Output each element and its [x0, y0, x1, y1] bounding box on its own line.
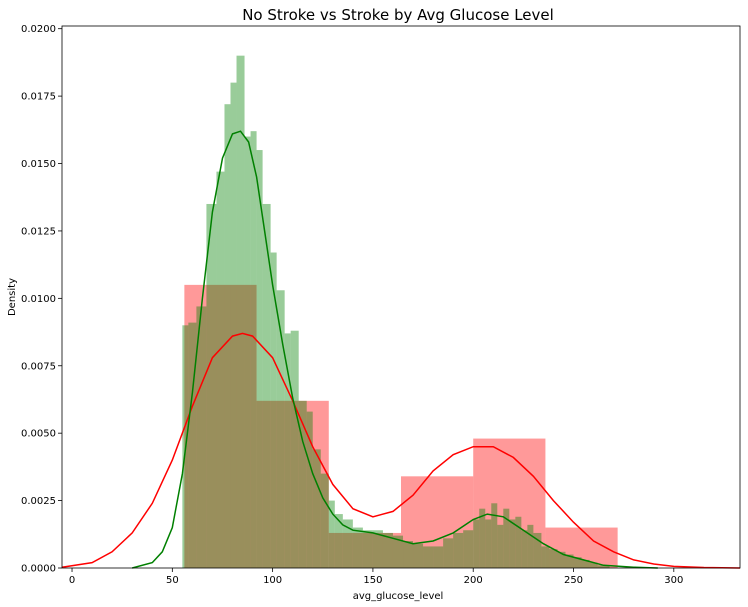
series-1-bar-24	[362, 530, 373, 568]
series-1-kde-line	[132, 130, 658, 569]
x-tick-label-4: 200	[464, 575, 483, 586]
series-0-bar-2	[328, 532, 401, 568]
x-tick-label-3: 150	[363, 575, 382, 586]
series-1-bar-28	[403, 541, 414, 568]
series-1-bar-33	[453, 532, 464, 568]
series-1-bar-46	[541, 546, 550, 568]
series-1-bar-7	[236, 55, 245, 569]
series-1-bar-6	[230, 82, 237, 569]
series-1-bar-50	[573, 557, 582, 568]
x-tick-label-1: 50	[166, 575, 179, 586]
series-1-bar-51	[581, 559, 590, 568]
x-axis-label: avg_glucose_level	[353, 591, 444, 602]
series-1-bar-22	[342, 519, 353, 568]
series-1-bar-38	[491, 503, 498, 568]
series-1-bar-40	[503, 508, 510, 568]
series-1-bar-34	[463, 530, 474, 568]
series-1-bar-12	[270, 252, 277, 569]
series-1-bar-37	[485, 519, 492, 568]
series-1-bar-2	[196, 306, 207, 568]
plot-border	[61, 25, 741, 569]
series-1-bar-48	[557, 551, 566, 568]
series-1-bar-18	[312, 449, 321, 568]
kde-lines	[61, 130, 741, 569]
series-1-bar-14	[284, 333, 291, 568]
y-tick-label-0: 0.0000	[21, 564, 56, 575]
y-tick-label-3: 0.0075	[21, 361, 56, 372]
series-1-bar-3	[206, 203, 217, 568]
series-1-bar-49	[565, 554, 574, 568]
series-1-bar-8	[244, 136, 251, 568]
series-1-bar-43	[521, 530, 528, 568]
series-1-bar-11	[262, 203, 271, 568]
series-1-bar-52	[589, 562, 598, 568]
y-axis-label: Density	[7, 278, 18, 316]
series-1-bar-26	[382, 532, 393, 568]
series-1-bar-30	[423, 546, 434, 568]
series-1-bar-53	[597, 565, 610, 568]
series-1-bar-44	[527, 524, 534, 568]
series-1-bar-17	[306, 411, 313, 568]
series-0-kde-line	[61, 332, 741, 569]
plot-frame	[61, 25, 741, 569]
series-1-bar-5	[224, 104, 231, 568]
y-tick-label-4: 0.0100	[21, 294, 56, 305]
y-tick-label-8: 0.0200	[21, 24, 56, 35]
series-1-bar-42	[515, 516, 522, 568]
series-1-bar-47	[549, 549, 558, 568]
series-1-bar-29	[413, 543, 424, 568]
x-tick-label-0: 0	[69, 575, 75, 586]
series-1-bar-45	[533, 532, 542, 568]
series-1-bar-13	[276, 290, 285, 568]
series-1-bar-27	[392, 535, 404, 568]
series-1-bar-39	[497, 524, 504, 568]
y-tick-label-6: 0.0150	[21, 159, 56, 170]
series-1-bar-21	[334, 514, 343, 568]
series-1-bar-35	[473, 519, 480, 568]
series-1-bar-20	[328, 500, 335, 568]
series-1-bar-31	[433, 546, 444, 568]
y-axis-ticks: 0.0000 0.0025 0.0050 0.0075 0.0100 0.0125 0.01…	[21, 24, 62, 575]
series-0-bar-0	[184, 284, 257, 568]
chart-title: No Stroke vs Stroke by Avg Glucose Level	[242, 6, 554, 24]
y-tick-label-7: 0.0175	[21, 92, 56, 103]
series-0-bar-3	[401, 476, 474, 568]
series-1-bar-9	[250, 131, 257, 568]
series-1-bar-25	[372, 530, 383, 568]
series-0-bar-4	[473, 438, 546, 568]
series-1-bar-36	[479, 508, 486, 568]
x-tick-label-2: 100	[263, 575, 282, 586]
x-tick-label-6: 300	[664, 575, 683, 586]
y-tick-label-1: 0.0025	[21, 496, 56, 507]
series-1-bar-23	[352, 527, 363, 568]
series-1-bar-4	[216, 171, 225, 568]
series-1-bar-32	[443, 538, 454, 568]
series-1-bar-16	[298, 400, 307, 568]
x-axis-ticks: 050100150200250300350	[69, 568, 683, 586]
histogram-bars	[182, 55, 618, 569]
series-1-bar-41	[509, 519, 516, 568]
series-1-bar-19	[320, 473, 329, 568]
series-1-bar-1	[188, 322, 197, 568]
x-tick-label-5: 250	[564, 575, 583, 586]
y-tick-label-2: 0.0050	[21, 429, 56, 440]
y-tick-label-5: 0.0125	[21, 226, 56, 237]
series-1-bar-15	[290, 330, 299, 568]
series-1-bar-10	[256, 150, 263, 568]
